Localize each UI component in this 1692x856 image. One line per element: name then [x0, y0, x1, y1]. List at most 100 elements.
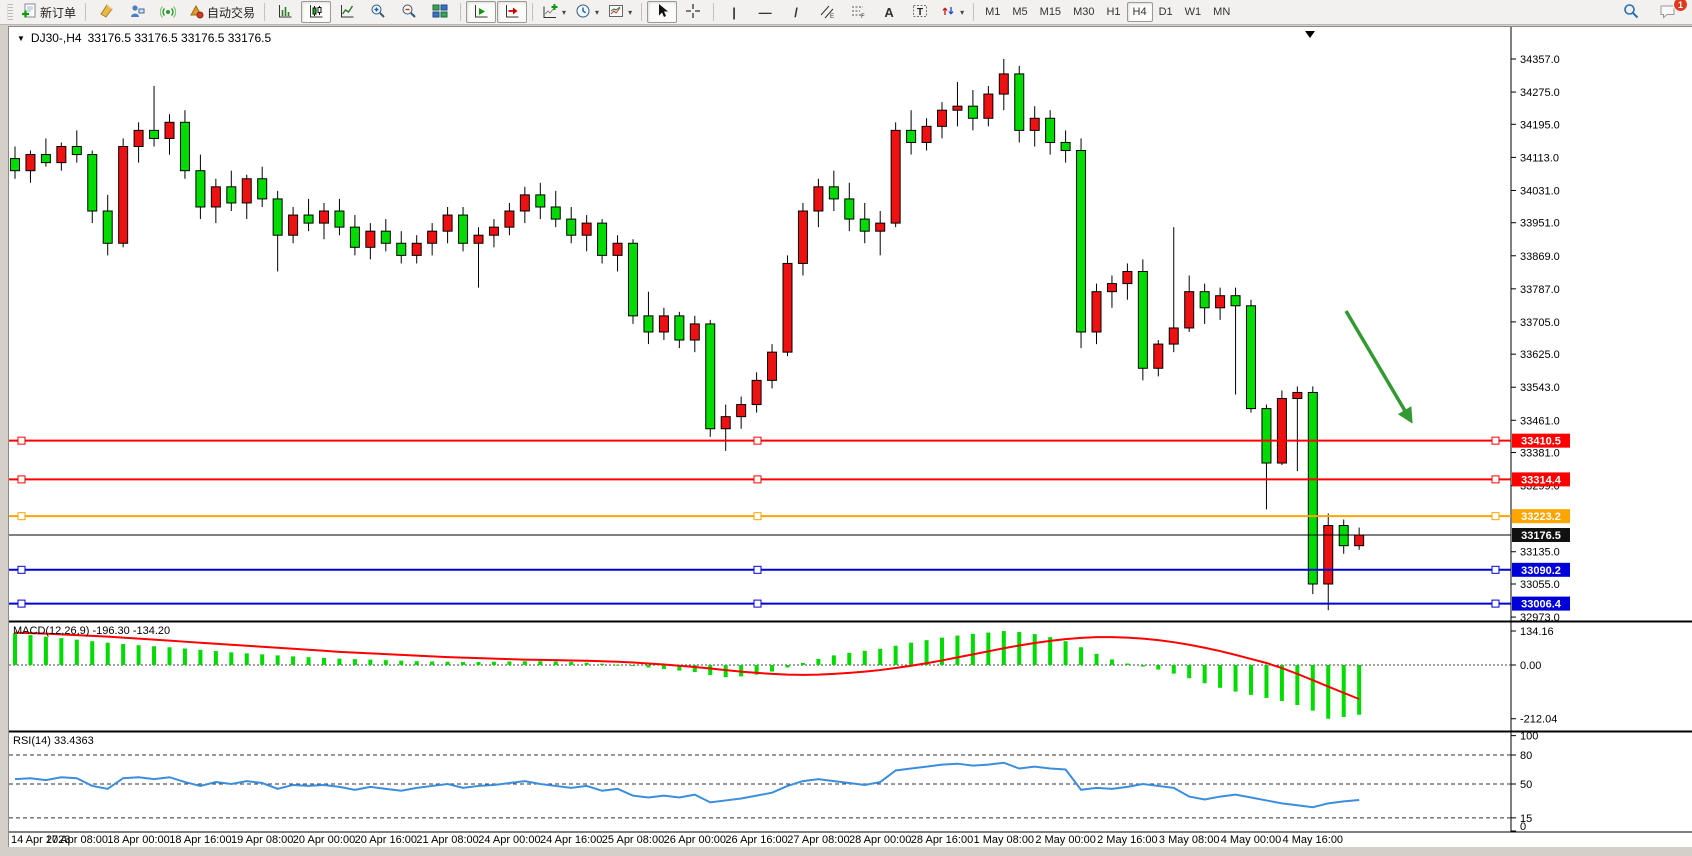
macd-histogram-bar	[198, 649, 203, 665]
axis-label: 33410.5	[1521, 436, 1561, 448]
timeframe-h1[interactable]: H1	[1106, 6, 1121, 18]
signals-button[interactable]	[153, 1, 183, 23]
line-handle[interactable]	[17, 475, 26, 484]
periods-button[interactable]: ▾	[571, 1, 603, 23]
chart-shift-marker[interactable]	[1305, 31, 1315, 38]
line-handle[interactable]	[753, 512, 762, 521]
macd-histogram-bar	[491, 661, 496, 665]
toolbar-grip[interactable]	[7, 4, 13, 20]
timeframe-m5[interactable]: M5	[1012, 6, 1028, 18]
line-handle[interactable]	[17, 436, 26, 445]
candle-body	[319, 210, 329, 224]
line-handle[interactable]	[17, 599, 26, 608]
chat-button[interactable]: 1	[1652, 0, 1688, 23]
tile-windows-button[interactable]	[425, 1, 455, 23]
line-handle[interactable]	[753, 436, 762, 445]
candle-body	[1215, 295, 1226, 309]
candle-body	[890, 129, 901, 224]
line-handle[interactable]	[1491, 512, 1500, 521]
candle-body	[859, 218, 870, 232]
timeframe-h4[interactable]: H4	[1126, 2, 1153, 22]
candle-body	[1354, 534, 1365, 547]
candlestick-chart-button[interactable]	[301, 1, 332, 23]
candle-body	[288, 214, 299, 236]
line-handle[interactable]	[753, 565, 762, 574]
line-chart-button[interactable]	[332, 1, 362, 23]
autotrading-button[interactable]: 自动交易	[184, 1, 259, 23]
text-label-button[interactable]: T	[905, 1, 935, 23]
candlestick-chart-icon	[308, 3, 324, 22]
templates-button[interactable]: ▾	[604, 1, 636, 23]
horizontal-line-button[interactable]: —	[750, 1, 780, 23]
auto-scroll-button[interactable]	[466, 1, 497, 23]
bar-chart-button[interactable]	[270, 1, 300, 23]
timeframe-d1[interactable]: D1	[1158, 6, 1173, 18]
candle-body	[751, 379, 762, 406]
axis-label: 33176.5	[1521, 530, 1561, 542]
line-handle[interactable]	[17, 565, 26, 574]
line-handle[interactable]	[1491, 475, 1500, 484]
metaeditor-button[interactable]	[91, 1, 121, 23]
indicators-button[interactable]: ▾	[538, 1, 570, 23]
line-handle[interactable]	[1491, 565, 1500, 574]
axis-label: 1 May 08:00	[974, 834, 1035, 846]
timeframe-w1[interactable]: W1	[1184, 6, 1202, 18]
axis-label: 20 Apr 16:00	[355, 834, 417, 846]
macd-histogram-bar	[167, 647, 172, 665]
line-handle[interactable]	[753, 599, 762, 608]
line-handle[interactable]	[17, 512, 26, 521]
macd-histogram-bar	[275, 655, 280, 665]
candle-body	[226, 186, 237, 204]
new-order-button[interactable]: 新订单	[17, 1, 80, 23]
candle-body	[272, 198, 283, 236]
virtual-hosting-button[interactable]	[122, 1, 152, 23]
macd-histogram-bar	[352, 659, 357, 665]
candle-body	[241, 178, 252, 204]
timeframe-m1[interactable]: M1	[985, 6, 1001, 18]
macd-histogram-bar	[1125, 663, 1130, 665]
arrows-button[interactable]: ▾	[936, 1, 968, 23]
axis-label: 134.16	[1520, 626, 1554, 638]
chart-shift-button[interactable]	[497, 1, 528, 23]
trendline-button[interactable]: /	[781, 1, 811, 23]
zoom-out-button[interactable]	[394, 1, 424, 23]
timeframe-mn[interactable]: MN	[1213, 6, 1231, 18]
vertical-line-button[interactable]: |	[719, 1, 749, 23]
cursor-button[interactable]	[647, 1, 678, 23]
bar-chart-icon	[277, 3, 293, 22]
chart-window: ▼ DJ30-,H4 33176.5 33176.5 33176.5 33176…	[8, 26, 1692, 847]
collapse-arrow-icon[interactable]: ▼	[17, 33, 25, 43]
timeframe-m30[interactable]: M30	[1073, 6, 1095, 18]
macd-histogram-bar	[105, 642, 110, 665]
macd-histogram-bar	[1109, 659, 1114, 665]
macd-histogram-bar	[59, 638, 64, 665]
chart-canvas[interactable]: 34357.0 34275.0 34195.0 34113.0 34031.0 33951…	[9, 27, 1692, 847]
text-button[interactable]: A	[874, 1, 904, 23]
crosshair-button[interactable]	[678, 1, 708, 23]
candlesticks	[10, 59, 1365, 611]
notification-badge: 1	[1673, 0, 1688, 12]
equidistant-channel-button[interactable]: E	[812, 1, 842, 23]
macd-histogram-bar	[970, 633, 975, 665]
axis-label: 2 May 16:00	[1097, 834, 1158, 846]
price-tag	[1512, 433, 1570, 448]
search-button[interactable]	[1616, 1, 1646, 23]
trend-arrow-annotation[interactable]	[1344, 310, 1413, 424]
candle-body	[1323, 525, 1334, 585]
timeframe-m15[interactable]: M15	[1039, 6, 1062, 18]
line-handle[interactable]	[1491, 436, 1500, 445]
macd-histogram-bar	[476, 661, 481, 665]
macd-histogram-bar	[631, 665, 635, 667]
chart-titlebar[interactable]: ▼ DJ30-,H4 33176.5 33176.5 33176.5 33176…	[17, 31, 271, 45]
axis-label: 33381.0	[1520, 448, 1560, 460]
candle-body	[365, 230, 376, 248]
macd-histogram-bar	[878, 648, 883, 665]
arrows-icon	[940, 3, 956, 22]
zoom-in-button[interactable]	[363, 1, 393, 23]
line-handle[interactable]	[753, 475, 762, 484]
vertical-line-icon: |	[732, 4, 736, 20]
candle-body	[1106, 283, 1117, 293]
fibonacci-button[interactable]: F	[843, 1, 873, 23]
line-handle[interactable]	[1491, 599, 1500, 608]
